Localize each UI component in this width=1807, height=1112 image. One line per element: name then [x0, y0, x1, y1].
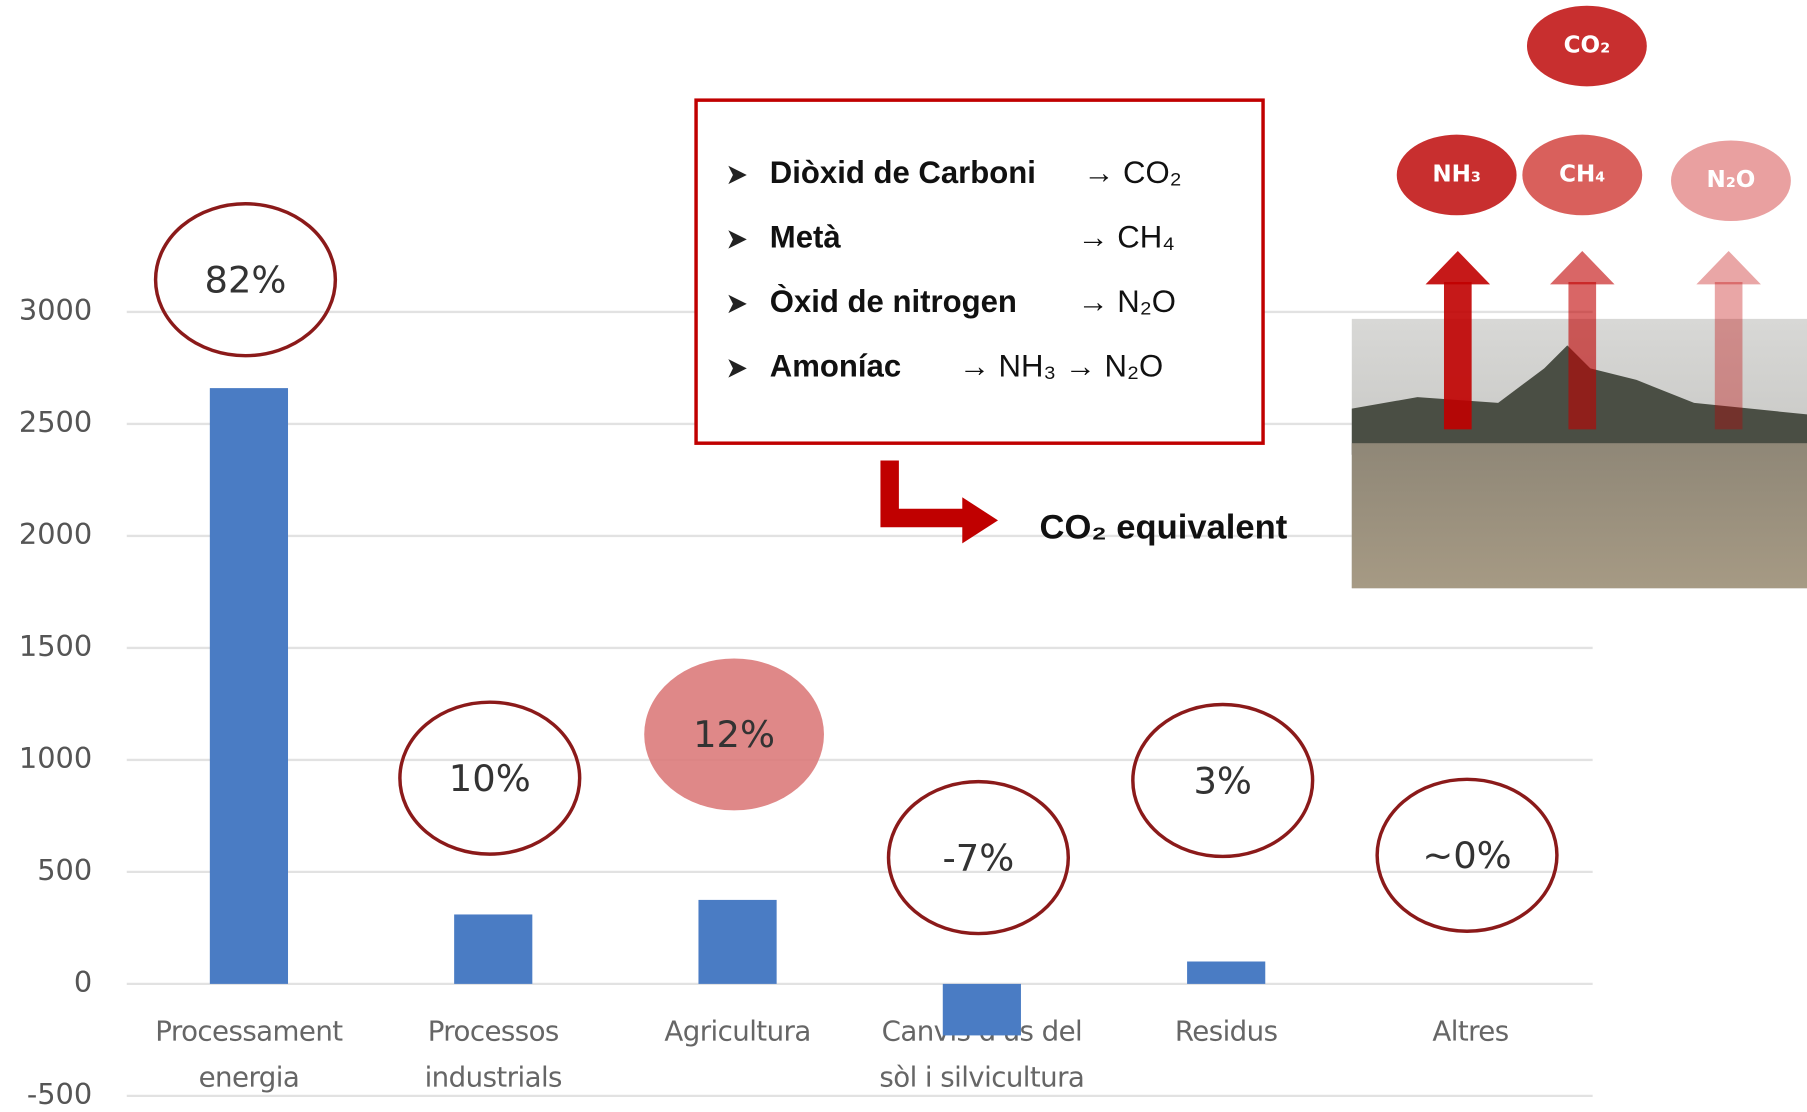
x-tick-label: Processament energia — [155, 1015, 343, 1094]
bar — [698, 899, 777, 984]
bar — [454, 914, 533, 984]
x-tick-label: Residus — [1174, 1015, 1278, 1048]
bent-arrow — [880, 460, 969, 528]
x-tick-label-box: Agricultura — [664, 1015, 811, 1048]
x-tick-label: Agricultura — [664, 1015, 811, 1048]
result-label: CO₂ equivalent — [1039, 509, 1287, 547]
bar — [209, 388, 289, 984]
x-tick-label-box: Altres — [1432, 1015, 1509, 1048]
gas-formula: → N₂O — [1078, 284, 1176, 319]
bullet — [728, 230, 747, 249]
gas-box — [694, 98, 1265, 445]
gas-bubble-label: N₂O — [1706, 167, 1755, 193]
x-tick-label-box: Residus — [1174, 1015, 1278, 1048]
photo-arrow-head — [1550, 250, 1615, 285]
gas-bubble-label: NH₃ — [1432, 161, 1481, 187]
photo-water — [1351, 443, 1807, 589]
x-tick-label-box: Canvis d'ús del sòl i silvicultura — [879, 1015, 1085, 1094]
arrow-head — [962, 497, 998, 544]
photo-arrow — [1714, 282, 1743, 430]
x-tick-label: Altres — [1432, 1015, 1509, 1048]
y-tick-label: 500 — [37, 853, 92, 887]
gas-bubble-label: CO₂ — [1564, 33, 1611, 59]
gas-bubble — [1522, 134, 1643, 216]
annotation-label: 10% — [449, 757, 531, 800]
annotation-label: 12% — [693, 713, 775, 756]
annotation-circle — [398, 700, 582, 856]
x-tick-label-box: Processos industrials — [424, 1015, 563, 1094]
gas-bubble — [1526, 5, 1647, 87]
annotation-circle — [644, 658, 824, 811]
y-tick-label: 2500 — [19, 405, 92, 439]
x-tick-label: Canvis d'ús del sòl i silvicultura — [879, 1015, 1085, 1094]
annotation-circle — [1375, 777, 1559, 933]
y-tick-label: -500 — [27, 1077, 92, 1111]
y-tick-label: 1500 — [19, 629, 92, 663]
gas-name: Amoníac — [770, 349, 901, 384]
annotation-circle — [886, 779, 1071, 936]
y-tick-label: 1000 — [19, 741, 92, 775]
annotation-circle — [1131, 702, 1315, 859]
gas-bubble — [1396, 134, 1517, 216]
bullet — [728, 165, 747, 185]
gas-formula: → NH₃ → N₂O — [959, 349, 1163, 384]
photo-arrow-head — [1425, 250, 1491, 285]
y-tick-label: 2000 — [19, 517, 92, 551]
annotation-circle — [153, 202, 338, 358]
gas-bubble-label: CH₄ — [1559, 161, 1605, 187]
x-tick-label-box: Processament energia — [155, 1015, 343, 1094]
annotation-label: -7% — [943, 836, 1015, 879]
bullet — [728, 294, 747, 314]
photo-arrow — [1443, 282, 1472, 430]
bar — [942, 983, 1021, 1036]
gas-name: Diòxid de Carboni — [770, 155, 1036, 190]
photo-arrow — [1568, 282, 1597, 430]
x-tick-label: Processos industrials — [424, 1015, 563, 1094]
bullet — [728, 359, 747, 378]
y-tick-label: 0 — [74, 965, 92, 999]
photo-arrow-head — [1696, 250, 1761, 285]
gas-formula: → CH₄ — [1078, 220, 1175, 255]
y-tick-label: 3000 — [19, 293, 92, 327]
gas-formula: → CO₂ — [1083, 155, 1181, 190]
annotation-label: 82% — [204, 259, 286, 302]
annotation-label: 3% — [1193, 759, 1251, 802]
gas-name: Metà — [770, 220, 842, 255]
annotation-label: ~0% — [1422, 834, 1511, 877]
gas-bubble — [1671, 140, 1791, 222]
gas-name: Òxid de nitrogen — [770, 283, 1017, 319]
bar — [1187, 961, 1266, 984]
